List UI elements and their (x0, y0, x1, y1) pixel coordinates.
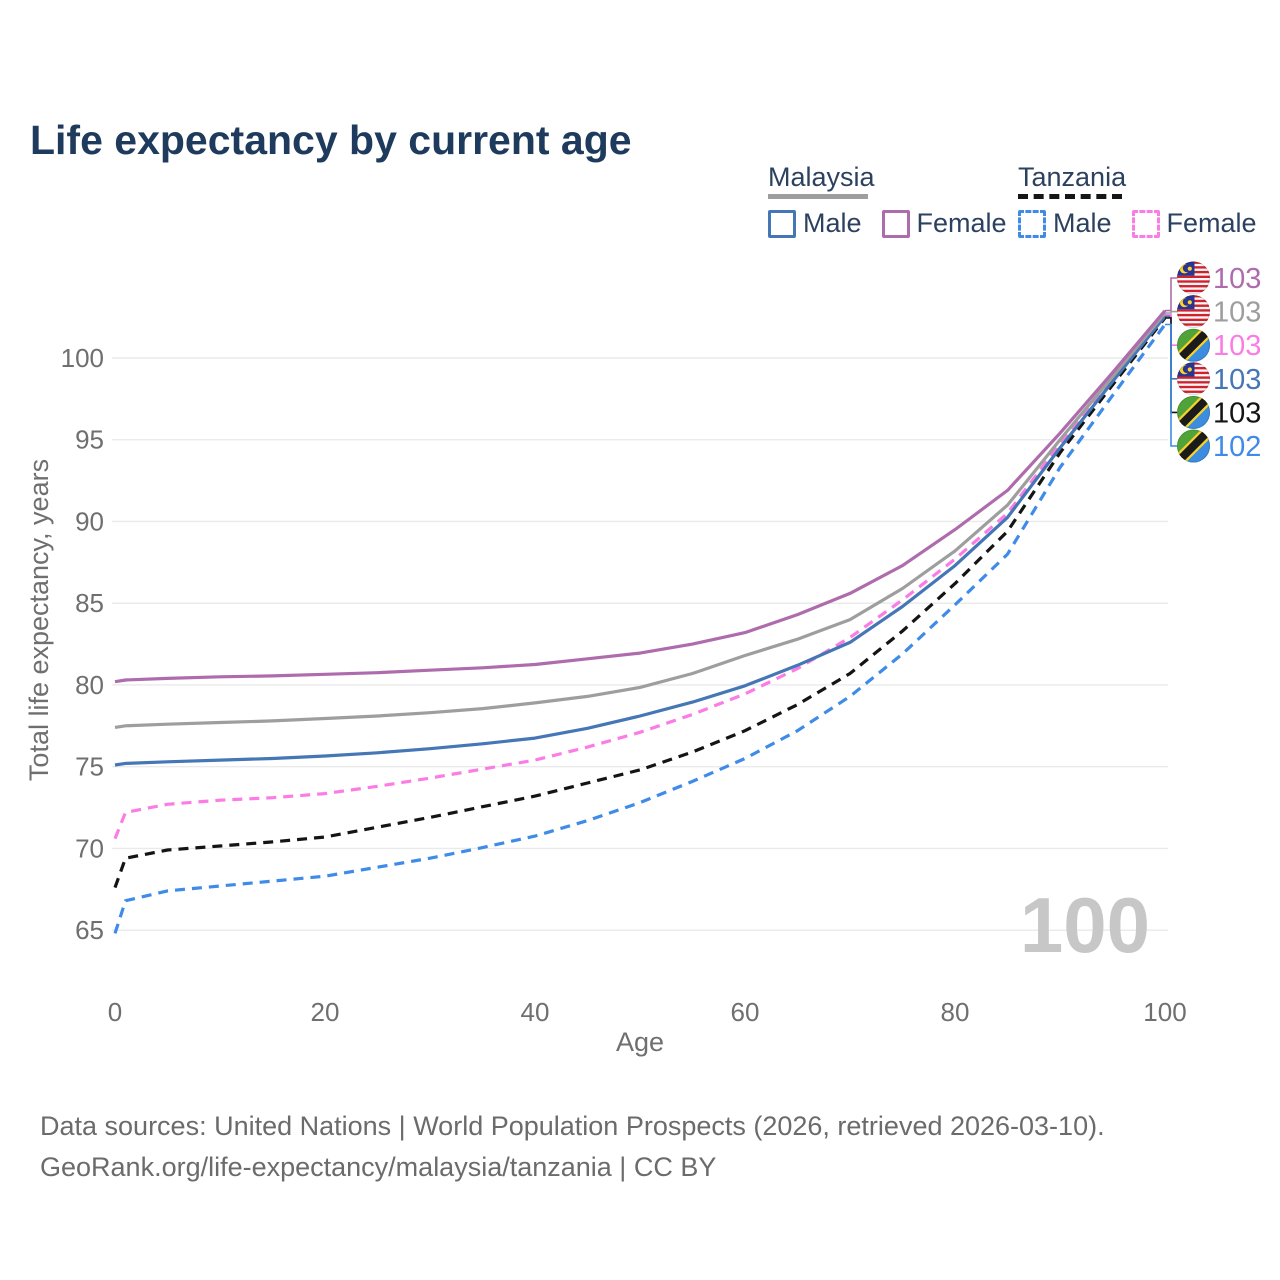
y-tick-label: 65 (75, 915, 104, 945)
end-value-label: 103 (1213, 330, 1261, 362)
malaysia-male-swatch-icon (768, 209, 796, 238)
legend-entry-tanzania-female[interactable]: Female (1131, 208, 1257, 239)
legend-label: Female (916, 208, 1007, 238)
y-tick-label: 70 (75, 833, 104, 863)
legend-entry-tanzania-male[interactable]: Male (1018, 208, 1112, 239)
series-line-malaysia-female[interactable] (114, 309, 1167, 684)
y-tick-label: 80 (75, 670, 104, 700)
data-sources-line: Data sources: United Nations | World Pop… (40, 1111, 1105, 1141)
tanzania-flag-icon (1177, 328, 1210, 362)
malaysia-female-swatch-icon (881, 209, 910, 238)
page-title: Life expectancy by current age (30, 117, 632, 164)
x-tick-label: 100 (1143, 997, 1186, 1027)
series-line-tanzania-all[interactable] (113, 316, 1167, 889)
y-tick-label: 90 (75, 506, 104, 536)
tanzania-flag-icon (1177, 429, 1210, 463)
age-watermark: 100 (1020, 881, 1150, 969)
tanzania-male-swatch-icon (1018, 209, 1046, 238)
x-tick-label: 80 (941, 997, 970, 1027)
tanzania-dashed-line-sample (1018, 194, 1122, 199)
end-connector-tanzania-male (1165, 323, 1177, 447)
x-tick-label: 40 (521, 997, 550, 1027)
end-connector-malaysia-all (1165, 310, 1177, 314)
legend-entry-malaysia-male[interactable]: Male (768, 208, 862, 239)
tanzania-female-swatch-icon (1131, 209, 1160, 238)
footer: Data sources: United Nations | World Pop… (40, 1106, 1105, 1188)
legend-label: Male (803, 208, 862, 238)
x-tick-label: 20 (311, 997, 340, 1027)
y-tick-label: 100 (61, 343, 104, 373)
legend-label: Male (1053, 208, 1112, 238)
x-axis-title: Age (616, 1027, 664, 1057)
x-tick-label: 0 (108, 997, 122, 1027)
legend-country-tanzania: Tanzania (1018, 162, 1127, 192)
y-tick-label: 95 (75, 425, 104, 455)
end-value-label: 103 (1213, 297, 1261, 329)
attribution-line: GeoRank.org/life-expectancy/malaysia/tan… (40, 1152, 717, 1182)
series-line-malaysia-all[interactable] (114, 311, 1167, 729)
end-value-label: 103 (1213, 364, 1261, 396)
legend-group-malaysia: Malaysia Male Female (768, 162, 1007, 239)
end-value-label: 103 (1213, 263, 1261, 295)
malaysia-flag-icon (1177, 261, 1210, 295)
malaysia-solid-line-sample (768, 194, 868, 199)
x-tick-label: 60 (731, 997, 760, 1027)
end-value-label: 102 (1213, 431, 1261, 463)
tanzania-flag-icon (1177, 395, 1210, 429)
series-line-tanzania-male[interactable] (113, 323, 1167, 934)
malaysia-flag-icon (1177, 295, 1210, 329)
y-tick-label: 85 (75, 588, 104, 618)
series-line-malaysia-male[interactable] (114, 315, 1167, 767)
y-axis-title: Total life expectancy, years (24, 459, 54, 781)
legend-country-malaysia: Malaysia (768, 162, 875, 192)
y-tick-label: 75 (75, 752, 104, 782)
legend-label: Female (1166, 208, 1257, 238)
malaysia-flag-icon (1177, 362, 1210, 396)
end-value-label: 103 (1213, 397, 1261, 429)
legend-group-tanzania: Tanzania Male Female (1018, 162, 1257, 239)
legend-entry-malaysia-female[interactable]: Female (881, 208, 1007, 239)
end-connector-malaysia-female (1165, 277, 1177, 312)
